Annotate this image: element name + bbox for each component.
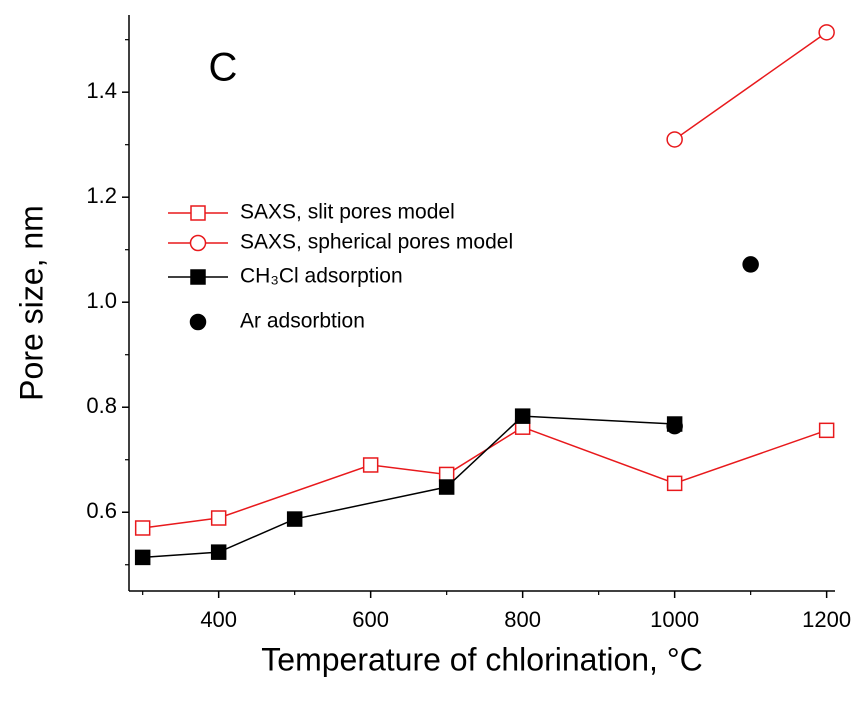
legend-marker [190, 269, 206, 285]
series-line [142, 426, 827, 529]
legend-marker [189, 313, 207, 331]
legend-label: SAXS, slit pores model [240, 201, 455, 224]
data-point [286, 511, 303, 527]
series-line [674, 31, 828, 141]
data-point [362, 457, 379, 473]
x-tick-label: 600 [352, 607, 389, 632]
y-tick-label: 0.8 [86, 393, 117, 418]
data-point [134, 549, 151, 566]
data-point [666, 417, 683, 435]
data-point [210, 544, 227, 560]
y-tick-label: 1.4 [86, 78, 117, 103]
x-tick-label: 1200 [802, 607, 851, 632]
data-point [210, 510, 227, 526]
x-tick-label: 800 [504, 607, 541, 632]
data-point [818, 422, 835, 439]
x-tick-label: 400 [200, 607, 237, 632]
x-tick-label: 1000 [650, 607, 699, 632]
data-point [514, 408, 531, 424]
y-tick-label: 0.6 [86, 498, 117, 523]
legend-label: Ar adsorbtion [240, 310, 365, 333]
data-point [666, 131, 683, 148]
annotation: C [209, 46, 238, 90]
legend-label: SAXS, spherical pores model [240, 231, 513, 254]
legend-marker [189, 234, 207, 252]
x-axis-label: Temperature of chlorination, °C [261, 641, 702, 677]
data-point [134, 520, 151, 536]
data-point [666, 475, 683, 492]
legend-label: CH₃Cl adsorption [240, 265, 403, 288]
legend-marker [190, 205, 206, 221]
series-line [142, 415, 675, 559]
data-point [742, 256, 759, 273]
y-axis-label: Pore size, nm [13, 205, 49, 401]
y-tick-label: 1.2 [86, 183, 117, 208]
y-tick-label: 1.0 [86, 288, 117, 313]
data-point [438, 479, 455, 495]
data-point [818, 24, 835, 41]
